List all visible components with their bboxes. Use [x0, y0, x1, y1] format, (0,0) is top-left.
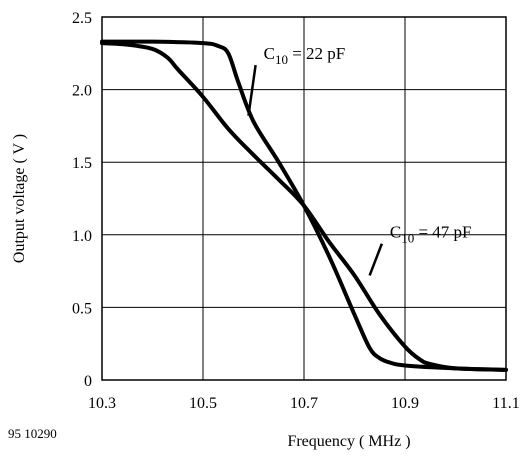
- y-tick-label: 0.5: [72, 300, 92, 317]
- x-tick-label: 10.5: [189, 395, 217, 412]
- y-tick-label: 2.5: [72, 10, 92, 27]
- x-tick-label: 10.3: [88, 395, 116, 412]
- x-axis-label: Frequency ( MHz ): [287, 433, 410, 450]
- y-tick-label: 1.0: [72, 228, 92, 245]
- series-label: C10 = 22 pF: [264, 44, 346, 67]
- annotation-leader: [247, 64, 257, 116]
- figure-id: 95 10290: [8, 426, 57, 441]
- y-tick-label: 1.5: [72, 155, 92, 172]
- series-lines: [100, 39, 508, 372]
- x-tick-label: 10.7: [290, 395, 318, 412]
- grid: [102, 17, 506, 380]
- y-axis-label: Output voltage ( V ): [11, 134, 28, 263]
- y-tick-label: 2.0: [72, 83, 92, 100]
- tick-labels: 10.3 10.5 10.7 10.9 11.1 0 0.5 1.0 1.5 2.0 2.5: [72, 10, 520, 412]
- plot-frame: [101, 16, 507, 381]
- y-tick-label: 0: [84, 373, 92, 390]
- series-label: C10 = 47 pF: [390, 223, 472, 246]
- annotation-leader: [368, 243, 384, 276]
- series-line-1: [100, 41, 508, 372]
- x-tick-label: 10.9: [391, 395, 419, 412]
- x-tick-label: 11.1: [492, 395, 519, 412]
- annotations: C10 = 22 pF C10 = 47 pF: [247, 44, 472, 276]
